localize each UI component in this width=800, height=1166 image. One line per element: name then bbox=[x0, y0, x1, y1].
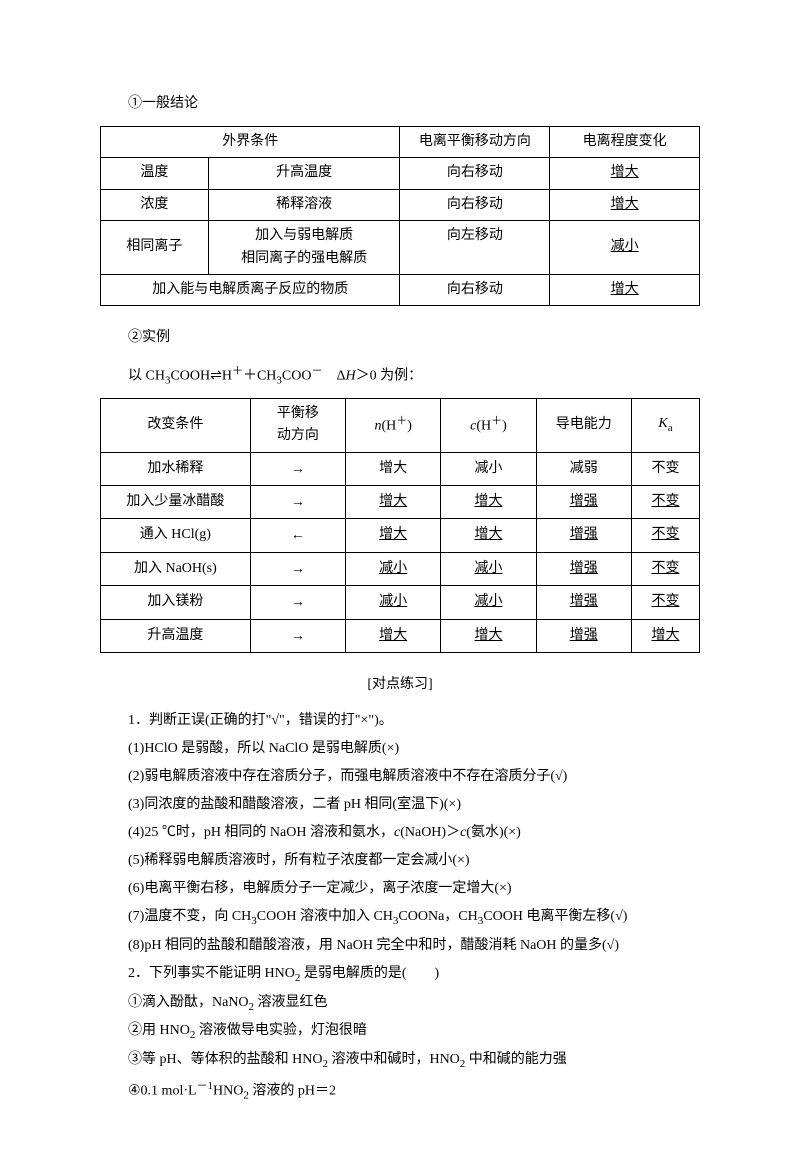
cell: 增大 bbox=[550, 189, 700, 220]
cell: 向右移动 bbox=[400, 158, 550, 189]
cell: 增强 bbox=[536, 519, 631, 552]
cell: 加入少量冰醋酸 bbox=[101, 485, 251, 518]
practice-line: (5)稀释弱电解质溶液时，所有粒子浓度都一定会减小(×) bbox=[100, 847, 700, 875]
practice-line: (1)HClO 是弱酸，所以 NaClO 是弱电解质(×) bbox=[100, 735, 700, 763]
cell: 加入镁粉 bbox=[101, 586, 251, 619]
cell: 加水稀释 bbox=[101, 452, 251, 485]
cell: → bbox=[250, 619, 345, 652]
cell: 增大 bbox=[550, 274, 700, 305]
table-header-row: 外界条件 电离平衡移动方向 电离程度变化 bbox=[101, 127, 700, 158]
cell: 增强 bbox=[536, 619, 631, 652]
practice-line: ③等 pH、等体积的盐酸和 HNO2 溶液中和碱时，HNO2 中和碱的能力强 bbox=[100, 1046, 700, 1075]
cell: 相同离子 bbox=[101, 221, 209, 275]
cell: 减弱 bbox=[536, 452, 631, 485]
cell: 增大 bbox=[346, 452, 441, 485]
cell: 减小 bbox=[441, 452, 536, 485]
practice-line: (4)25 ℃时，pH 相同的 NaOH 溶液和氨水，c(NaOH)＞c(氨水)… bbox=[100, 819, 700, 847]
cell: 温度 bbox=[101, 158, 209, 189]
cell: 增大 bbox=[346, 519, 441, 552]
practice-line: ④0.1 mol·L－1HNO2 溶液的 pH＝2 bbox=[100, 1075, 700, 1106]
cell: 增大 bbox=[441, 519, 536, 552]
table-row: 浓度 稀释溶液 向右移动 增大 bbox=[101, 189, 700, 220]
practice-line: (2)弱电解质溶液中存在溶质分子，而强电解质溶液中不存在溶质分子(√) bbox=[100, 763, 700, 791]
cell: 减小 bbox=[441, 586, 536, 619]
cell: 增大 bbox=[441, 485, 536, 518]
table-row: 加入 NaOH(s)→减小减小增强不变 bbox=[101, 552, 700, 585]
cell: → bbox=[250, 485, 345, 518]
th: c(H＋) bbox=[441, 398, 536, 452]
cell: 向右移动 bbox=[400, 274, 550, 305]
table-row: 升高温度→增大增大增强增大 bbox=[101, 619, 700, 652]
cell: 不变 bbox=[631, 519, 699, 552]
cell: 加入能与电解质离子反应的物质 bbox=[101, 274, 400, 305]
cell: 增大 bbox=[346, 619, 441, 652]
cell: 增强 bbox=[536, 485, 631, 518]
cell: 增强 bbox=[536, 552, 631, 585]
cell: 增大 bbox=[346, 485, 441, 518]
cell: 加入与弱电解质相同离子的强电解质 bbox=[208, 221, 400, 275]
cell: 通入 HCl(g) bbox=[101, 519, 251, 552]
practice-line: (8)pH 相同的盐酸和醋酸溶液，用 NaOH 完全中和时，醋酸消耗 NaOH … bbox=[100, 932, 700, 960]
table-row: 温度 升高温度 向右移动 增大 bbox=[101, 158, 700, 189]
cell: 加入 NaOH(s) bbox=[101, 552, 251, 585]
practice-line: (7)温度不变，向 CH3COOH 溶液中加入 CH3COONa，CH3COOH… bbox=[100, 903, 700, 932]
th-degree: 电离程度变化 bbox=[550, 127, 700, 158]
practice-title: [对点练习] bbox=[100, 671, 700, 699]
example-equation: 以 CH3COOH⇌H＋＋CH3COO－ ΔH＞0 为例： bbox=[100, 360, 700, 391]
th-condition: 外界条件 bbox=[101, 127, 400, 158]
cell: 减小 bbox=[346, 586, 441, 619]
cell: 不变 bbox=[631, 552, 699, 585]
cell: → bbox=[250, 452, 345, 485]
practice-line: ②用 HNO2 溶液做导电实验，灯泡很暗 bbox=[100, 1017, 700, 1046]
cell: 增强 bbox=[536, 586, 631, 619]
table-general-conclusion: 外界条件 电离平衡移动方向 电离程度变化 温度 升高温度 向右移动 增大 浓度 … bbox=[100, 126, 700, 306]
th: 导电能力 bbox=[536, 398, 631, 452]
cell: 减小 bbox=[550, 221, 700, 275]
th: n(H＋) bbox=[346, 398, 441, 452]
cell: 减小 bbox=[441, 552, 536, 585]
table-row: 加入少量冰醋酸→增大增大增强不变 bbox=[101, 485, 700, 518]
table-header-row: 改变条件 平衡移动方向 n(H＋) c(H＋) 导电能力 Ka bbox=[101, 398, 700, 452]
cell: 增大 bbox=[550, 158, 700, 189]
th-direction: 电离平衡移动方向 bbox=[400, 127, 550, 158]
th: 改变条件 bbox=[101, 398, 251, 452]
practice-section: 1．判断正误(正确的打"√"，错误的打"×")。 (1)HClO 是弱酸，所以 … bbox=[100, 707, 700, 1106]
cell: 升高温度 bbox=[208, 158, 400, 189]
cell: 向左移动 bbox=[400, 221, 550, 275]
table-row: 相同离子 加入与弱电解质相同离子的强电解质 向左移动 减小 bbox=[101, 221, 700, 275]
cell: 向右移动 bbox=[400, 189, 550, 220]
cell: 减小 bbox=[346, 552, 441, 585]
section2-label: ②实例 bbox=[100, 324, 700, 352]
table-row: 加水稀释→增大减小减弱不变 bbox=[101, 452, 700, 485]
table-row: 加入能与电解质离子反应的物质 向右移动 增大 bbox=[101, 274, 700, 305]
practice-line: ①滴入酚酞，NaNO2 溶液显红色 bbox=[100, 989, 700, 1018]
practice-line: (3)同浓度的盐酸和醋酸溶液，二者 pH 相同(室温下)(×) bbox=[100, 791, 700, 819]
cell: 增大 bbox=[631, 619, 699, 652]
th: Ka bbox=[631, 398, 699, 452]
table-row: 加入镁粉→减小减小增强不变 bbox=[101, 586, 700, 619]
cell: ← bbox=[250, 519, 345, 552]
practice-line: 1．判断正误(正确的打"√"，错误的打"×")。 bbox=[100, 707, 700, 735]
practice-line: 2．下列事实不能证明 HNO2 是弱电解质的是( ) bbox=[100, 960, 700, 989]
table-example: 改变条件 平衡移动方向 n(H＋) c(H＋) 导电能力 Ka 加水稀释→增大减… bbox=[100, 398, 700, 653]
section1-label: ①一般结论 bbox=[100, 90, 700, 118]
practice-line: (6)电离平衡右移，电解质分子一定减少，离子浓度一定增大(×) bbox=[100, 875, 700, 903]
cell: 不变 bbox=[631, 586, 699, 619]
table-row: 通入 HCl(g)←增大增大增强不变 bbox=[101, 519, 700, 552]
cell: 稀释溶液 bbox=[208, 189, 400, 220]
cell: 浓度 bbox=[101, 189, 209, 220]
cell: → bbox=[250, 586, 345, 619]
cell: 增大 bbox=[441, 619, 536, 652]
cell: 不变 bbox=[631, 452, 699, 485]
cell: 不变 bbox=[631, 485, 699, 518]
cell: → bbox=[250, 552, 345, 585]
cell: 升高温度 bbox=[101, 619, 251, 652]
th: 平衡移动方向 bbox=[250, 398, 345, 452]
